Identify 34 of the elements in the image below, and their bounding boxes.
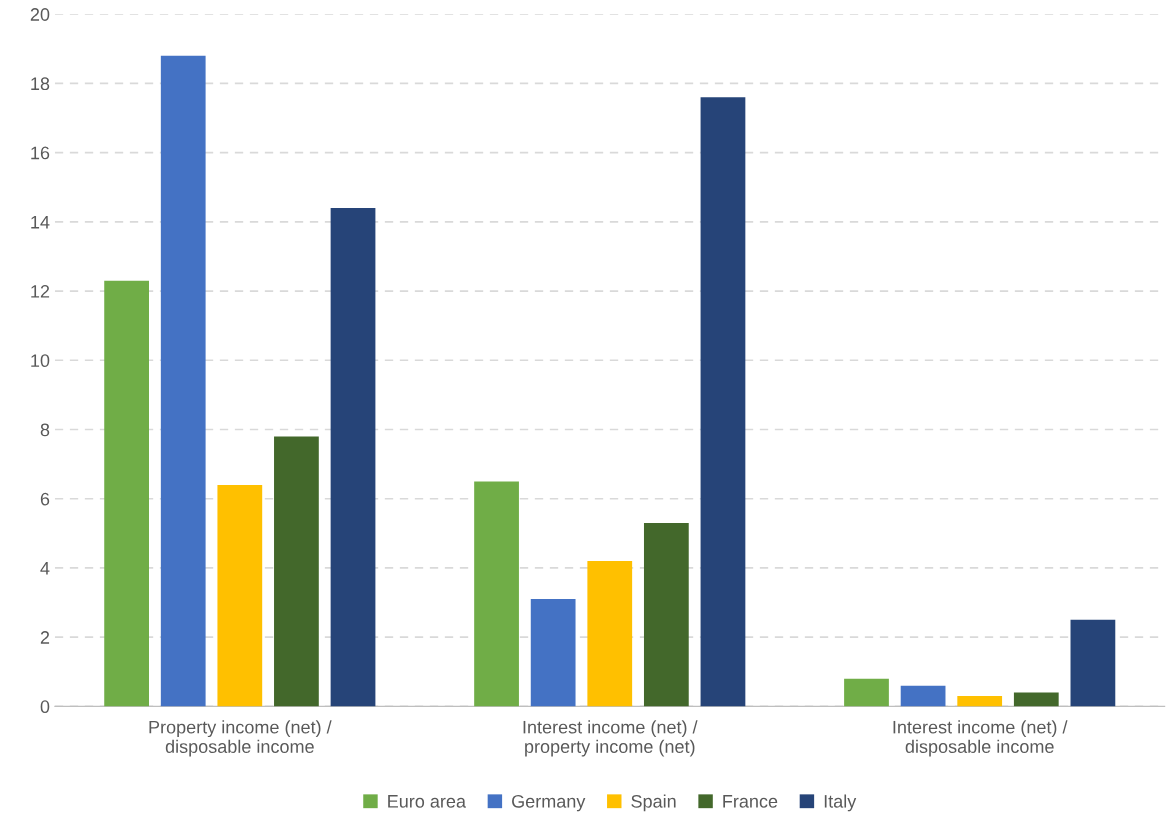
y-tick-label: 14 — [31, 215, 50, 229]
bar — [957, 696, 1003, 707]
bar — [160, 55, 206, 707]
legend-label: France — [723, 795, 778, 808]
y-tick-label: 18 — [31, 77, 50, 91]
y-tick-label: 10 — [31, 354, 50, 368]
bar — [700, 97, 746, 707]
bar — [587, 561, 633, 707]
bar — [530, 599, 576, 707]
legend-label: Euro area — [388, 795, 466, 808]
bar — [217, 484, 263, 707]
y-tick-label: 4 — [40, 562, 50, 575]
legend-label: Germany — [512, 794, 586, 812]
y-tick-label: 8 — [40, 423, 50, 437]
legend-label: Italy — [824, 794, 857, 812]
bar — [104, 280, 149, 707]
y-tick-label: 2 — [40, 631, 50, 644]
y-tick-label: 16 — [31, 146, 50, 160]
y-tick-label: 0 — [40, 700, 50, 714]
legend-label: Spain — [631, 794, 676, 812]
bar — [900, 685, 946, 707]
bar — [274, 436, 319, 707]
y-tick-label: 12 — [31, 285, 50, 298]
bar — [1013, 692, 1059, 707]
x-tick-label: Property income (net) / disposable income — [149, 720, 332, 757]
bar — [844, 678, 889, 707]
bar — [474, 481, 519, 707]
bar — [1070, 619, 1116, 707]
x-tick-label: Interest income (net) / property income (net) — [523, 720, 698, 757]
bar — [330, 208, 376, 707]
x-tick-label: Interest income (net) / disposable income — [893, 720, 1068, 757]
y-tick-label: 20 — [30, 8, 50, 21]
y-tick-label: 6 — [40, 492, 50, 506]
bar — [643, 522, 689, 707]
